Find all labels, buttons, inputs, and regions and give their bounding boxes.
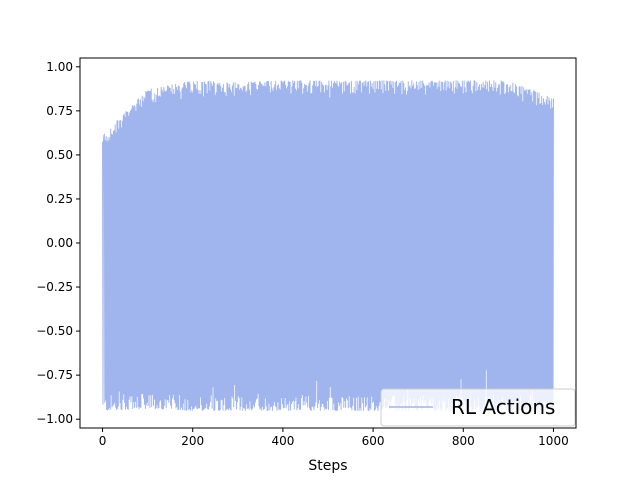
x-tick-label: 200 [181, 434, 204, 448]
y-tick-label: 0.75 [46, 104, 73, 118]
y-tick-label: 1.00 [46, 60, 73, 74]
x-tick-label: 600 [362, 434, 385, 448]
y-tick-label: −0.50 [36, 324, 73, 338]
y-axis-ticks: 1.00 0.75 0.50 0.25 0.00 −0.25 −0.50 −0.75 −1.00 [36, 60, 80, 426]
series-layer [102, 80, 554, 411]
x-axis-ticks: 0 200 400 600 800 1000 [99, 428, 569, 448]
series-line-rl-actions [102, 80, 554, 411]
y-tick-label: −0.75 [36, 368, 73, 382]
x-axis-label: Steps [308, 458, 347, 474]
x-tick-label: 400 [271, 434, 294, 448]
x-tick-label: 0 [99, 434, 107, 448]
x-tick-label: 800 [452, 434, 475, 448]
y-tick-label: 0.00 [46, 236, 73, 250]
y-tick-label: −0.25 [36, 280, 73, 294]
legend-box [380, 388, 576, 427]
y-tick-label: 0.25 [46, 192, 73, 206]
x-tick-label: 1000 [538, 434, 569, 448]
y-tick-label: −1.00 [36, 412, 73, 426]
legend: RL Actions [380, 388, 576, 427]
y-tick-label: 0.50 [46, 148, 73, 162]
legend-label: RL Actions [451, 395, 555, 419]
